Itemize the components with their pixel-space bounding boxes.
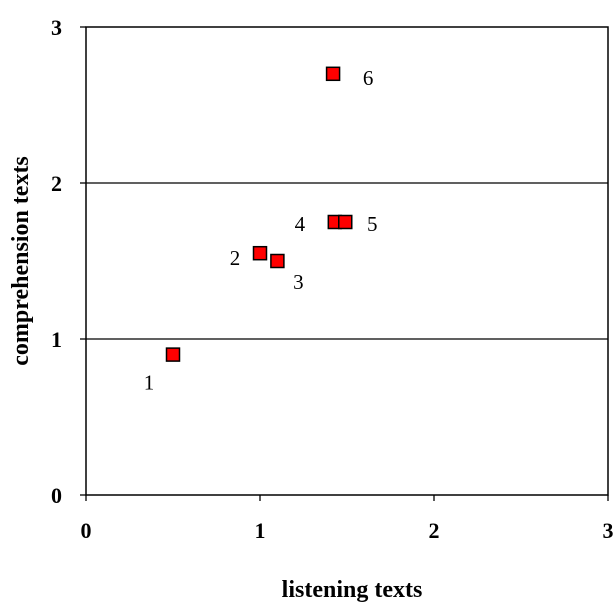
y-tick-label: 0	[51, 483, 62, 508]
x-tick-label: 0	[81, 518, 92, 543]
data-point-marker	[338, 214, 353, 230]
data-points: 1 2 3 4 5 6	[144, 66, 378, 395]
x-axis-title: listening texts	[282, 577, 423, 603]
grid-lines	[86, 182, 608, 340]
data-point-marker	[270, 253, 285, 269]
y-axis-title: comprehension texts	[8, 156, 34, 366]
data-point-label: 5	[367, 212, 378, 236]
x-axis: 0 1 2 3	[81, 495, 614, 543]
data-point-marker	[252, 245, 268, 261]
plot-area	[85, 26, 609, 496]
data-point-label: 4	[295, 212, 306, 236]
data-point-marker	[325, 66, 341, 82]
data-point-marker	[165, 347, 181, 362]
data-point-label: 1	[144, 371, 155, 395]
y-tick-label: 1	[51, 327, 62, 352]
data-point-label: 6	[363, 66, 374, 90]
y-tick-label: 2	[51, 171, 62, 196]
x-tick-label: 3	[603, 518, 614, 543]
data-point-label: 2	[230, 246, 241, 270]
x-tick-label: 2	[429, 518, 440, 543]
data-point-label: 3	[293, 270, 304, 294]
x-tick-label: 1	[255, 518, 266, 543]
y-axis: 0 1 2 3	[51, 15, 86, 508]
y-tick-label: 3	[51, 15, 62, 40]
